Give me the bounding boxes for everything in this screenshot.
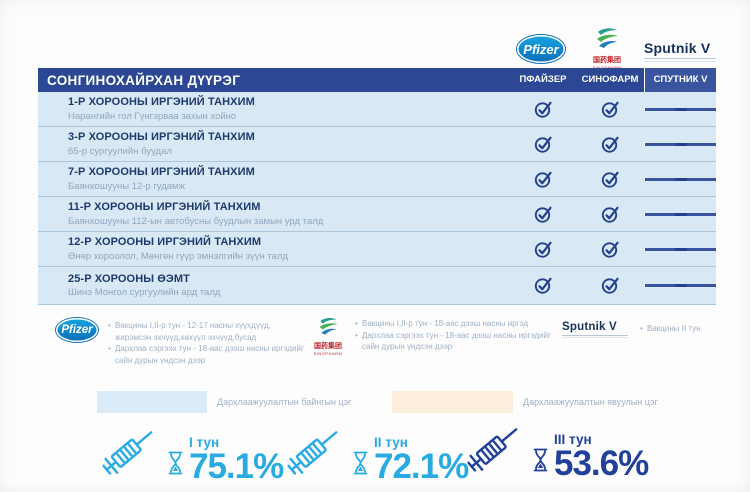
- sputnik-logo: Sputnik V: [644, 40, 720, 62]
- pfizer-availability-icon: [510, 277, 576, 294]
- dose-percentage: 72.1%: [374, 447, 469, 487]
- site-address: Баянхошууны 112-ын автобусны буудлын зам…: [68, 215, 324, 227]
- legend-swatch-mobile: [392, 391, 513, 413]
- sinopharm-availability-icon: [576, 206, 644, 223]
- table-header: СОНГИНОХАЙРХАН ДҮҮРЭГ ПФАЙЗЕР СИНОФАРМ С…: [38, 68, 716, 92]
- dose-label: III тун: [554, 431, 592, 447]
- column-header-pfizer: ПФАЙЗЕР: [519, 74, 567, 85]
- dose3-stat: III тун 53.6%: [461, 417, 649, 484]
- column-header-sinopharm: СИНОФАРМ: [581, 74, 639, 85]
- pfizer-footnote: Pfizer Вакцины I,II-р тун - 12-17 насны …: [56, 318, 306, 366]
- sinopharm-logo: 国药集团 SINOPHARM: [586, 26, 628, 70]
- sputnik-wordmark: Sputnik V: [562, 321, 617, 333]
- dose-percentage: 53.6%: [554, 444, 649, 484]
- site-address: Баянхошууны 12-р гудамж: [68, 180, 185, 192]
- site-name: 1-Р ХОРООНЫ ИРГЭНИЙ ТАНХИМ: [68, 96, 255, 109]
- dose-label: I тун: [189, 434, 220, 450]
- sputnik-logo-small: Sputnik V: [562, 321, 630, 338]
- table-row: 11-Р ХОРООНЫ ИРГЭНИЙ ТАНХИМ Баянхошууны …: [38, 197, 716, 232]
- site-name: 11-Р ХОРООНЫ ИРГЭНИЙ ТАНХИМ: [68, 201, 261, 214]
- sputnik-tagline: [562, 335, 628, 338]
- footnote-item: Вакцины II тун: [639, 323, 701, 335]
- table-row: 3-Р ХОРООНЫ ИРГЭНИЙ ТАНХИМ 65-р сургуули…: [38, 127, 716, 162]
- hourglass-icon: [168, 451, 183, 480]
- sinopharm-availability-icon: [576, 241, 644, 258]
- footnote-item: Дархлаа сэргээх тун - 18-аас дээш насны …: [107, 343, 306, 366]
- sputnik-footnote: Sputnik V Вакцины II тун: [562, 321, 722, 338]
- sinopharm-en-text: SINOPHARM: [313, 350, 343, 356]
- sputnik-tagline: [644, 58, 716, 62]
- syringe-icon: [461, 417, 527, 479]
- dose-label: II тун: [374, 434, 408, 450]
- site-address: Шинэ Монгол сургуулийн ард талд: [68, 287, 221, 299]
- site-name: 12-Р ХОРООНЫ ИРГЭНИЙ ТАНХИМ: [68, 236, 262, 249]
- sinopharm-mark-icon: [315, 318, 341, 342]
- sinopharm-cn-text: 国药集团: [593, 57, 621, 64]
- pfizer-availability-icon: [510, 136, 576, 153]
- sputnik-availability-icon: [644, 142, 716, 146]
- sputnik-availability-icon: [644, 212, 716, 216]
- sinopharm-en-text: SINOPHARM: [586, 65, 628, 70]
- sinopharm-mark-icon: [592, 28, 622, 56]
- sinopharm-availability-icon: [576, 101, 644, 118]
- sinopharm-logo-small: 国药集团 SINOPHARM: [311, 316, 345, 356]
- pfizer-logo: Pfizer: [517, 35, 565, 63]
- site-address: Нарангийн гол Гүнгэрваа захын хойно: [68, 110, 237, 122]
- legend-swatch-permanent: [97, 391, 207, 413]
- sputnik-availability-icon: [644, 284, 716, 287]
- table-row: 7-Р ХОРООНЫ ИРГЭНИЙ ТАНХИМ Баянхошууны 1…: [38, 162, 716, 197]
- sinopharm-cn-text: 国药集团: [314, 343, 342, 350]
- site-name: 7-Р ХОРООНЫ ИРГЭНИЙ ТАНХИМ: [68, 166, 255, 179]
- dose2-stat: II тун 72.1%: [281, 420, 469, 487]
- hourglass-icon: [353, 451, 368, 480]
- legend-label-permanent: Дархлаажуулалтын байнгын цэг: [217, 397, 352, 407]
- table-row: 1-Р ХОРООНЫ ИРГЭНИЙ ТАНХИМ Нарангийн гол…: [38, 92, 716, 127]
- syringe-icon: [281, 420, 347, 482]
- sinopharm-availability-icon: [576, 136, 644, 153]
- site-address: 65-р сургуулийн буудал: [68, 145, 172, 157]
- pfizer-logo-badge: Pfizer: [517, 35, 565, 63]
- pfizer-availability-icon: [510, 206, 576, 223]
- legend-label-mobile: Дархлаажуулалтын явуулын цэг: [523, 397, 658, 407]
- pfizer-availability-icon: [510, 171, 576, 188]
- sinopharm-availability-icon: [576, 171, 644, 188]
- table-row: 25-Р ХОРООНЫ ӨЭМТ Шинэ Монгол сургуулийн…: [38, 267, 716, 305]
- column-header-sputnik: СПУТНИК V: [644, 68, 716, 92]
- pfizer-availability-icon: [510, 241, 576, 258]
- district-title: СОНГИНОХАЙРХАН ДҮҮРЭГ: [47, 72, 241, 88]
- syringe-icon: [96, 420, 162, 482]
- sinopharm-availability-icon: [576, 277, 644, 294]
- sputnik-availability-icon: [644, 107, 716, 111]
- pfizer-availability-icon: [510, 101, 576, 118]
- vaccination-sites-table: СОНГИНОХАЙРХАН ДҮҮРЭГ ПФАЙЗЕР СИНОФАРМ С…: [38, 68, 716, 305]
- sputnik-availability-icon: [644, 247, 716, 251]
- dose1-stat: I тун 75.1%: [96, 420, 284, 487]
- dose-percentage: 75.1%: [189, 447, 284, 487]
- sinopharm-footnote: 国药集团 SINOPHARM Вакцины I,II-р тун - 18-а…: [311, 316, 559, 356]
- sputnik-wordmark: Sputnik V: [644, 40, 711, 56]
- site-address: Өнөр хороолол, Мөнгөн гүүр эмнэлгийн зүү…: [68, 250, 289, 262]
- site-name: 25-Р ХОРООНЫ ӨЭМТ: [68, 272, 190, 285]
- pfizer-logo-small: Pfizer: [56, 318, 98, 342]
- footnote-item: Вакцины I,II-р тун - 12-17 насны хүүхдүү…: [107, 320, 306, 343]
- table-row: 12-Р ХОРООНЫ ИРГЭНИЙ ТАНХИМ Өнөр хорооло…: [38, 232, 716, 267]
- footnote-item: Дархлаа сэргээх тун - 18-аас дээш насны …: [354, 330, 559, 353]
- sputnik-availability-icon: [644, 177, 716, 181]
- site-name: 3-Р ХОРООНЫ ИРГЭНИЙ ТАНХИМ: [68, 131, 255, 144]
- hourglass-icon: [533, 448, 548, 477]
- footnote-item: Вакцины I,II-р тун - 18-аас дээш насны и…: [354, 318, 559, 330]
